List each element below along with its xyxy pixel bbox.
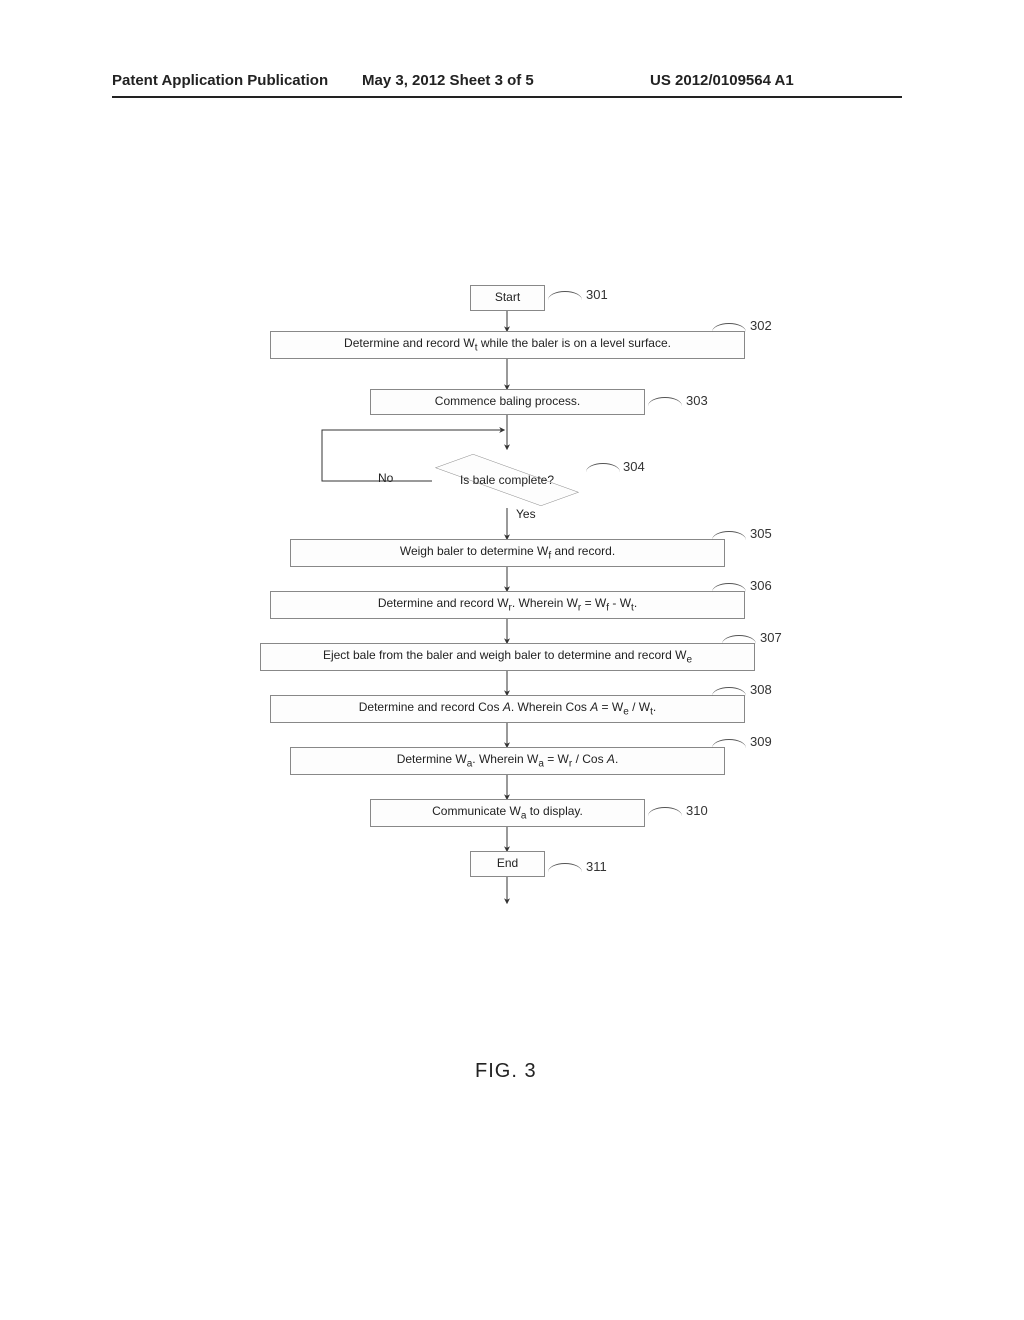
ref-309: 309 <box>750 734 772 749</box>
flowchart: Start Determine and record Wt while the … <box>260 285 755 1045</box>
leader-301 <box>548 291 582 309</box>
leader-306 <box>712 583 746 601</box>
node-304-label: Is bale complete? <box>432 453 582 507</box>
ref-307: 307 <box>760 630 782 645</box>
ref-301: 301 <box>586 287 608 302</box>
node-308: Determine and record Cos A. Wherein Cos … <box>270 695 745 723</box>
ref-308: 308 <box>750 682 772 697</box>
ref-303: 303 <box>686 393 708 408</box>
leader-302 <box>712 323 746 341</box>
node-306: Determine and record Wr. Wherein Wr = Wf… <box>270 591 745 619</box>
node-309: Determine Wa. Wherein Wa = Wr / Cos A. <box>290 747 725 775</box>
ref-310: 310 <box>686 803 708 818</box>
leader-305 <box>712 531 746 549</box>
page: Patent Application Publication May 3, 20… <box>0 0 1024 1320</box>
node-end: End <box>470 851 545 877</box>
ref-306: 306 <box>750 578 772 593</box>
leader-309 <box>712 739 746 757</box>
leader-311 <box>548 863 582 881</box>
leader-307 <box>722 635 756 653</box>
header-right: US 2012/0109564 A1 <box>650 72 794 89</box>
edge-yes-label: Yes <box>516 507 536 521</box>
header-rule <box>112 96 902 98</box>
node-start: Start <box>470 285 545 311</box>
node-305: Weigh baler to determine Wf and record. <box>290 539 725 567</box>
node-310: Communicate Wa to display. <box>370 799 645 827</box>
ref-311: 311 <box>586 859 607 874</box>
node-307: Eject bale from the baler and weigh bale… <box>260 643 755 671</box>
leader-303 <box>648 397 682 415</box>
ref-304: 304 <box>623 459 645 474</box>
node-303: Commence baling process. <box>370 389 645 415</box>
leader-304 <box>586 463 620 481</box>
leader-308 <box>712 687 746 705</box>
node-304: Is bale complete? <box>432 453 582 507</box>
ref-302: 302 <box>750 318 772 333</box>
header-left: Patent Application Publication <box>112 72 328 89</box>
node-302: Determine and record Wt while the baler … <box>270 331 745 359</box>
figure-caption: FIG. 3 <box>475 1060 537 1083</box>
header-middle: May 3, 2012 Sheet 3 of 5 <box>362 72 534 89</box>
leader-310 <box>648 807 682 825</box>
edge-no-label: No <box>378 471 393 485</box>
ref-305: 305 <box>750 526 772 541</box>
